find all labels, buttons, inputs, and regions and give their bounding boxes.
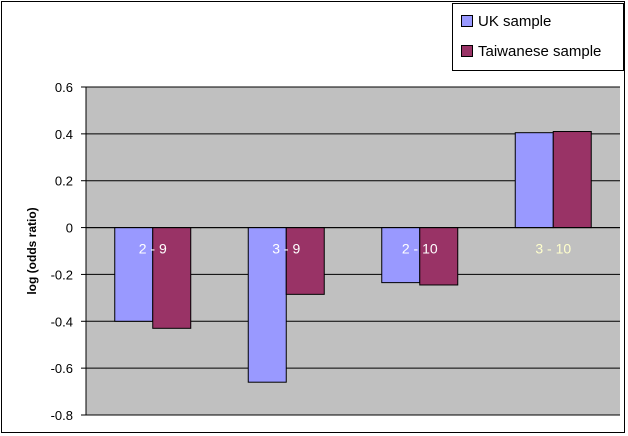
y-tick-label: 0.2 xyxy=(55,174,73,189)
legend-swatch-taiwanese xyxy=(461,45,473,57)
legend-item-uk: UK sample xyxy=(461,10,551,32)
legend-item-taiwanese: Taiwanese sample xyxy=(461,40,601,62)
bar-taiwanese-0 xyxy=(152,227,192,329)
y-tick-label: 0 xyxy=(66,221,73,236)
category-label: 3 - 9 xyxy=(272,241,300,257)
legend: UK sample Taiwanese sample xyxy=(452,3,624,71)
bar-taiwanese-1 xyxy=(285,227,325,295)
bar-taiwanese-2 xyxy=(419,227,459,286)
y-tick-label: 0.6 xyxy=(55,80,73,95)
legend-swatch-uk xyxy=(461,15,473,27)
bar-uk-3 xyxy=(514,132,554,229)
y-tick-label: -0.4 xyxy=(51,314,73,329)
legend-label-uk: UK sample xyxy=(478,12,552,30)
y-tick-label: -0.6 xyxy=(51,361,73,376)
legend-label-taiwanese: Taiwanese sample xyxy=(478,42,602,60)
category-label: 3 - 10 xyxy=(535,241,571,257)
category-label: 2 - 10 xyxy=(402,241,438,257)
y-tick-label: 0.4 xyxy=(55,127,73,142)
category-label: 2 - 9 xyxy=(139,241,167,257)
bar-taiwanese-3 xyxy=(552,131,592,229)
bar-uk-1 xyxy=(247,227,287,383)
y-tick-label: -0.2 xyxy=(51,267,73,282)
y-tick-label: -0.8 xyxy=(51,408,73,423)
y-axis-label: log (odds ratio) xyxy=(25,207,39,294)
